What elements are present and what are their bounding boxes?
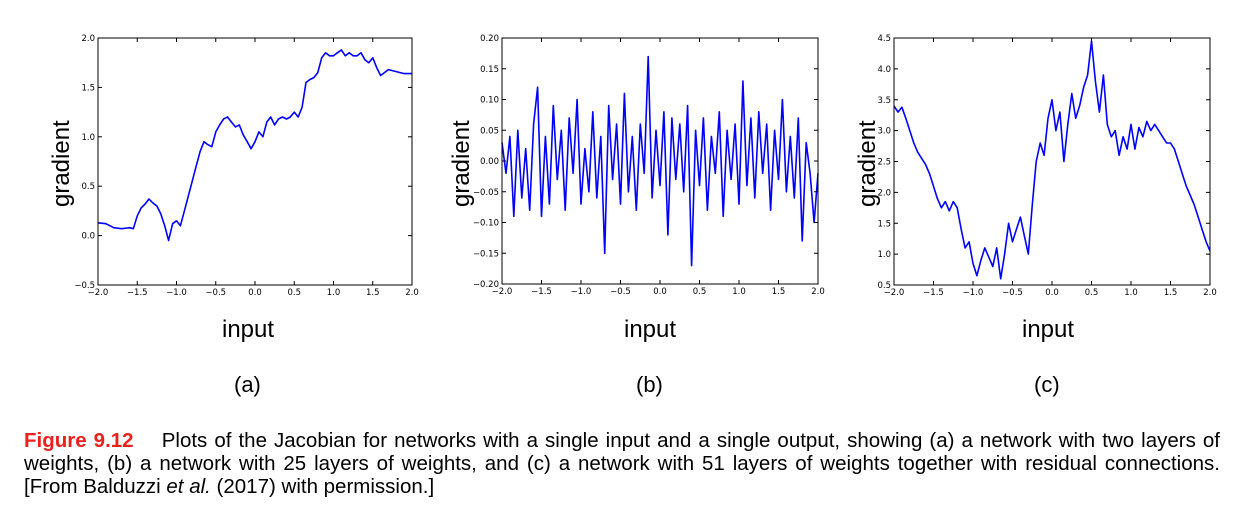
panel-a-xtick-label: 0.0 — [248, 288, 262, 298]
panel-b-xtick-label: 2.0 — [811, 287, 825, 297]
panel-c-ytick-label: 2.0 — [877, 188, 891, 198]
panel-b-ytick-label: 0.05 — [480, 126, 499, 136]
panel-c-ytick-label: 3.0 — [877, 127, 891, 137]
panel-a-xtick-label: 1.5 — [366, 288, 380, 298]
panel-a-xtick-label: 1.0 — [327, 288, 341, 298]
panel-a-ytick-label: 0.5 — [81, 182, 95, 192]
panel-b-ytick-label: 0.10 — [480, 96, 499, 106]
panel-c-xtick-label: −0.5 — [1002, 288, 1023, 298]
panel-a-series-line — [97, 49, 412, 242]
panel-a-ytick-label: 1.5 — [81, 83, 95, 93]
panel-b-ytick-label: 0.20 — [480, 34, 499, 44]
panel-b-ytick-label: −0.15 — [473, 249, 499, 259]
panel-a-ylabel: gradient — [48, 120, 75, 207]
panel-a-sublabel: (a) — [234, 372, 261, 397]
panel-c-xtick-label: −1.0 — [963, 288, 984, 298]
panel-c-xtick-label: 0.5 — [1085, 288, 1099, 298]
panel-a-xtick-label: −1.5 — [127, 288, 148, 298]
panel-b-xtick-label: 1.0 — [732, 287, 746, 297]
panel-c-chart: −2.0 −1.5 −1.0 −0.5 0.0 0.5 1.0 1.5 2.0 0.5 1.0 1.5… — [877, 34, 1217, 298]
panel-c-ytick-label: 0.5 — [877, 281, 891, 291]
panel-a-xtick-label: −0.5 — [205, 288, 226, 298]
panel-c-ytick-label: 2.5 — [877, 158, 891, 168]
figure-caption: Figure 9.12 Plots of the Jacobian for ne… — [24, 429, 1220, 498]
panel-b-xtick-label: −2.0 — [492, 287, 513, 297]
panel-b-chart: −2.0 −1.5 −1.0 −0.5 0.0 0.5 1.0 1.5 2.0 −0.20 −0.1… — [473, 34, 825, 297]
panel-b-xtick-label: −0.5 — [610, 287, 631, 297]
panel-b-ytick-label: −0.05 — [473, 188, 499, 198]
panel-c-xtick-label: −2.0 — [884, 288, 905, 298]
panel-b-sublabel: (b) — [636, 372, 663, 397]
panel-c-xtick-label: 0.0 — [1045, 288, 1059, 298]
panel-a-xtick-label: 2.0 — [405, 288, 419, 298]
caption-italic: et al. — [166, 475, 211, 498]
panel-b-ytick-label: 0.15 — [480, 65, 499, 75]
caption-text-1: Plots of the Jacobian for networks with … — [24, 429, 1220, 498]
panel-c-xtick-label: 1.5 — [1164, 288, 1178, 298]
panel-b-xtick-label: 1.5 — [772, 287, 786, 297]
panel-c-sublabel: (c) — [1034, 372, 1060, 397]
panel-c-ytick-label: 1.0 — [877, 250, 891, 260]
panel-b: −2.0 −1.5 −1.0 −0.5 0.0 0.5 1.0 1.5 2.0 −0.20 −0.1… — [400, 0, 825, 400]
panel-a-frame — [97, 37, 413, 286]
panel-c-frame — [893, 37, 1211, 286]
panel-b-xlabel: input — [624, 316, 677, 343]
panel-a-xlabel: input — [222, 316, 275, 343]
panel-a-ytick-label: 2.0 — [81, 34, 95, 44]
panel-b-xtick-label: −1.5 — [531, 287, 552, 297]
panel-b-ylabel: gradient — [448, 120, 475, 207]
panel-a-xtick-label: −1.0 — [166, 288, 187, 298]
panel-a: −2.0 −1.5 −1.0 −0.5 0.0 0.5 1.0 1.5 2.0 −0.5 0.0 0.… — [0, 0, 419, 400]
figure: −2.0 −1.5 −1.0 −0.5 0.0 0.5 1.0 1.5 2.0 −0.5 0.0 0.… — [0, 0, 1217, 400]
panel-c: −2.0 −1.5 −1.0 −0.5 0.0 0.5 1.0 1.5 2.0 0.5 1.0 1.5… — [800, 0, 1217, 400]
panel-a-xtick-label: −2.0 — [88, 288, 109, 298]
panel-c-xtick-label: 1.0 — [1124, 288, 1138, 298]
panel-b-xtick-label: −1.0 — [571, 287, 592, 297]
panel-c-ytick-label: 4.5 — [877, 34, 891, 44]
panel-c-ytick-label: 3.5 — [877, 96, 891, 106]
panel-b-ytick-label: 0.00 — [480, 157, 499, 167]
panel-b-frame — [501, 37, 819, 285]
caption-text-2: (2017) with permission.] — [210, 475, 435, 498]
panel-c-series-line — [893, 40, 1211, 280]
panel-b-series-line — [501, 55, 819, 267]
figure-number: Figure 9.12 — [24, 429, 134, 452]
panel-c-xtick-label: −1.5 — [923, 288, 944, 298]
panel-b-ytick-label: −0.10 — [473, 219, 499, 229]
panel-c-xtick-label: 2.0 — [1203, 288, 1217, 298]
panel-c-ytick-label: 1.5 — [877, 219, 891, 229]
panel-b-ytick-label: −0.20 — [473, 280, 499, 290]
panel-c-ylabel: gradient — [854, 120, 881, 207]
panel-a-ytick-label: −0.5 — [74, 281, 95, 291]
panel-c-ytick-label: 4.0 — [877, 65, 891, 75]
panel-c-xlabel: input — [1022, 316, 1075, 343]
panel-b-xtick-label: 0.0 — [653, 287, 667, 297]
panel-a-xtick-label: 0.5 — [287, 288, 301, 298]
panel-a-chart: −2.0 −1.5 −1.0 −0.5 0.0 0.5 1.0 1.5 2.0 −0.5 0.0 0.… — [74, 34, 419, 298]
panel-a-ytick-label: 1.0 — [81, 133, 95, 143]
panel-b-xtick-label: 0.5 — [693, 287, 707, 297]
panel-a-ytick-label: 0.0 — [81, 232, 95, 242]
